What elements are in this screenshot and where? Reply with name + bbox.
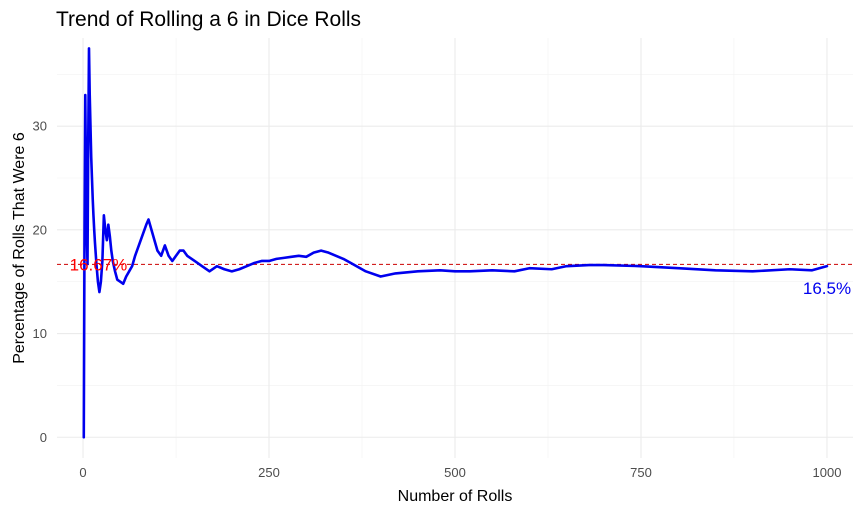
y-axis-title: Percentage of Rolls That Were 6 bbox=[11, 132, 28, 364]
annotations: 16.67% 16.5% bbox=[70, 255, 851, 298]
x-tick-label: 750 bbox=[630, 465, 652, 480]
x-axis-title: Number of Rolls bbox=[398, 488, 513, 505]
y-tick-label: 30 bbox=[33, 119, 47, 134]
axes: 0 250 500 750 1000 0 10 20 30 bbox=[33, 119, 842, 480]
series bbox=[82, 47, 829, 439]
y-tick-label: 20 bbox=[33, 222, 47, 237]
x-tick-label: 1000 bbox=[813, 465, 842, 480]
chart-title: Trend of Rolling a 6 in Dice Rolls bbox=[56, 8, 362, 31]
x-tick-label: 250 bbox=[258, 465, 280, 480]
y-tick-label: 0 bbox=[40, 430, 47, 445]
x-tick-label: 500 bbox=[444, 465, 466, 480]
grid bbox=[57, 38, 853, 458]
x-tick-label: 0 bbox=[79, 465, 86, 480]
annotation-label: 16.5% bbox=[803, 279, 851, 298]
annotation-label: 16.67% bbox=[70, 255, 128, 274]
y-tick-label: 10 bbox=[33, 326, 47, 341]
series-line bbox=[82, 47, 829, 439]
